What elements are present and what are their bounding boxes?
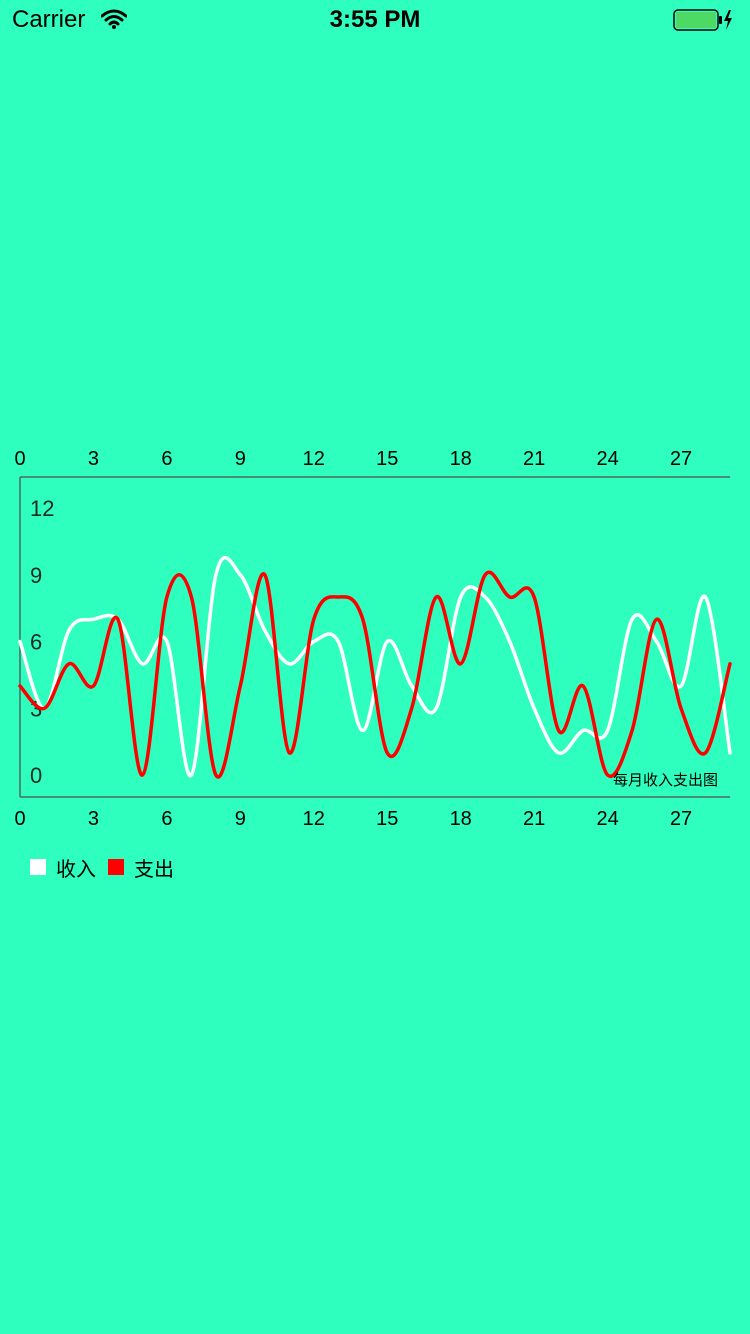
x-tick-label-top-9: 9 — [235, 448, 246, 470]
legend-label-income: 收入 — [56, 856, 96, 881]
status-bar: Carrier 3:55 PM — [0, 0, 750, 40]
x-tick-label-top-24: 24 — [596, 448, 618, 470]
x-tick-label-top-0: 0 — [14, 448, 25, 470]
series-line-income — [18, 556, 732, 777]
x-tick-label-bottom-0: 0 — [14, 808, 25, 830]
legend-swatch-expense — [108, 859, 124, 875]
chart-legend: 收入 支出 — [30, 854, 186, 881]
line-chart: 00336699121215151818212124242727036912每月… — [14, 448, 732, 830]
x-tick-label-bottom-12: 12 — [303, 808, 325, 830]
x-tick-label-bottom-18: 18 — [450, 808, 472, 830]
x-tick-label-bottom-24: 24 — [596, 808, 618, 830]
x-tick-label-top-15: 15 — [376, 448, 398, 470]
x-tick-label-bottom-3: 3 — [88, 808, 99, 830]
series-line-expense — [18, 570, 732, 779]
y-tick-label-0: 0 — [30, 763, 42, 788]
battery-icon — [673, 9, 732, 31]
legend-swatch-income — [30, 859, 46, 875]
x-tick-label-top-27: 27 — [670, 448, 692, 470]
y-tick-label-9: 9 — [30, 563, 42, 588]
legend-label-expense: 支出 — [134, 856, 174, 881]
x-tick-label-bottom-15: 15 — [376, 808, 398, 830]
x-tick-label-bottom-21: 21 — [523, 808, 545, 830]
x-tick-label-top-18: 18 — [450, 448, 472, 470]
x-tick-label-bottom-6: 6 — [161, 808, 172, 830]
y-tick-label-12: 12 — [30, 496, 54, 521]
x-tick-label-top-6: 6 — [161, 448, 172, 470]
chart-annotation: 每月收入支出图 — [613, 771, 718, 789]
x-tick-label-top-3: 3 — [88, 448, 99, 470]
x-tick-label-bottom-9: 9 — [235, 808, 246, 830]
x-tick-label-bottom-27: 27 — [670, 808, 692, 830]
x-tick-label-top-21: 21 — [523, 448, 545, 470]
status-time: 3:55 PM — [329, 6, 421, 33]
x-tick-label-top-12: 12 — [303, 448, 325, 470]
y-tick-label-6: 6 — [30, 630, 42, 655]
carrier-label: Carrier — [12, 6, 86, 33]
wifi-icon — [101, 9, 127, 29]
